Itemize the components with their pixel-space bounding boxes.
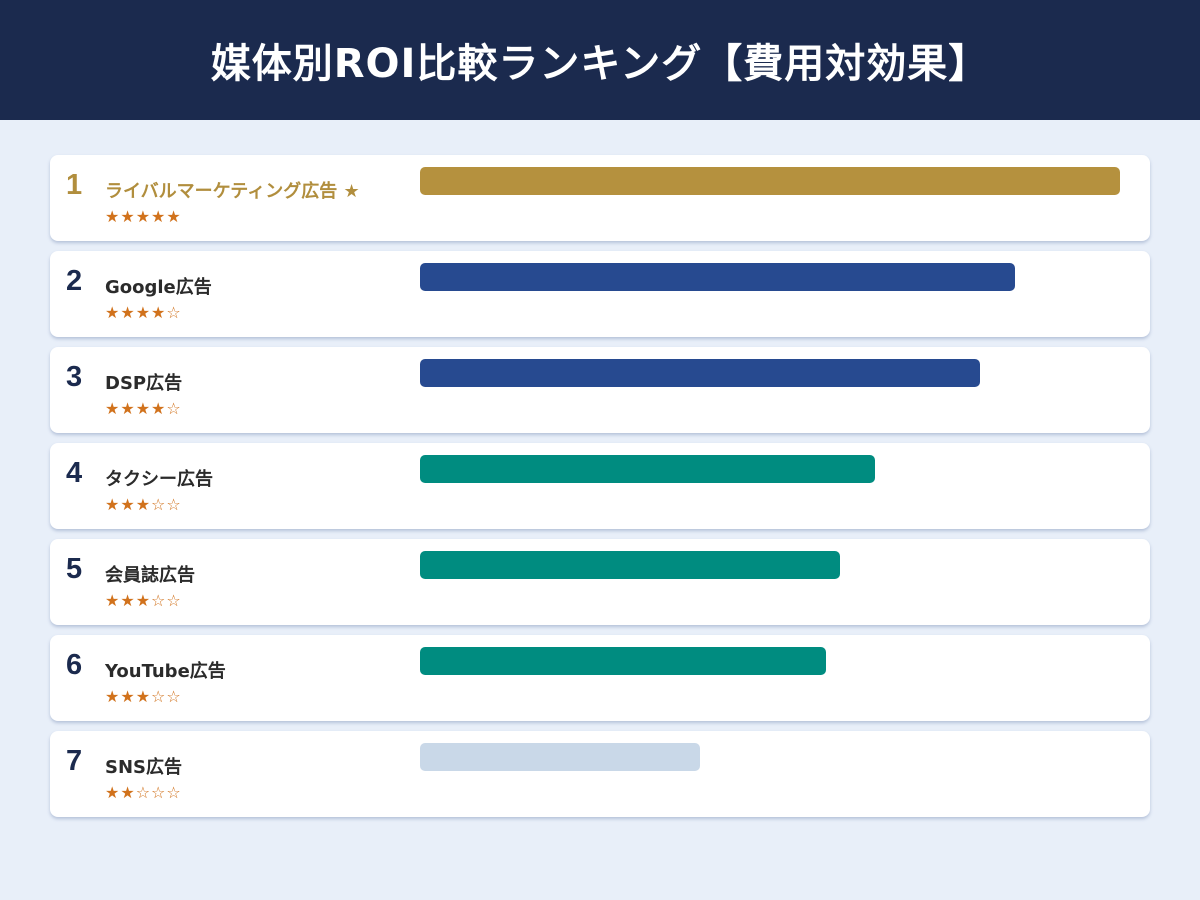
- star-rating: ★★★☆☆: [105, 591, 182, 610]
- ranking-row: 3 DSP広告 ★★★★☆: [50, 347, 1150, 433]
- star-rating: ★★☆☆☆: [105, 783, 182, 802]
- media-label: YouTube広告: [105, 661, 226, 682]
- ranking-row: 2 Google広告 ★★★★☆: [50, 251, 1150, 337]
- roi-bar: [420, 359, 980, 387]
- rank-number: 2: [66, 265, 83, 297]
- media-label: Google広告: [105, 277, 212, 298]
- star-rating: ★★★☆☆: [105, 495, 182, 514]
- star-rating: ★★★★★: [105, 207, 182, 226]
- media-label: ライバルマーケティング広告 ★: [105, 181, 360, 202]
- roi-bar: [420, 551, 840, 579]
- roi-bar: [420, 167, 1120, 195]
- rank-number: 1: [66, 169, 83, 201]
- ranking-row: 6 YouTube広告 ★★★☆☆: [50, 635, 1150, 721]
- media-label: タクシー広告: [105, 469, 213, 490]
- roi-bar: [420, 455, 875, 483]
- ranking-row: 4 タクシー広告 ★★★☆☆: [50, 443, 1150, 529]
- rank-number: 6: [66, 649, 83, 681]
- page-title: 媒体別ROI比較ランキング【費用対効果】: [210, 41, 990, 87]
- star-rating: ★★★☆☆: [105, 687, 182, 706]
- roi-bar: [420, 743, 700, 771]
- media-label: SNS広告: [105, 757, 182, 778]
- rank-number: 7: [66, 745, 83, 777]
- media-label: DSP広告: [105, 373, 183, 394]
- rank-number: 4: [66, 457, 83, 489]
- rank-number: 3: [66, 361, 83, 393]
- ranking-row: 5 会員誌広告 ★★★☆☆: [50, 539, 1150, 625]
- header-banner: 媒体別ROI比較ランキング【費用対効果】: [0, 0, 1200, 120]
- ranking-row: 1 ライバルマーケティング広告 ★ ★★★★★: [50, 155, 1150, 241]
- rank-number: 5: [66, 553, 83, 585]
- roi-bar: [420, 263, 1015, 291]
- roi-bar: [420, 647, 826, 675]
- media-label: 会員誌広告: [105, 565, 195, 586]
- ranking-row: 7 SNS広告 ★★☆☆☆: [50, 731, 1150, 817]
- star-rating: ★★★★☆: [105, 399, 182, 418]
- star-rating: ★★★★☆: [105, 303, 182, 322]
